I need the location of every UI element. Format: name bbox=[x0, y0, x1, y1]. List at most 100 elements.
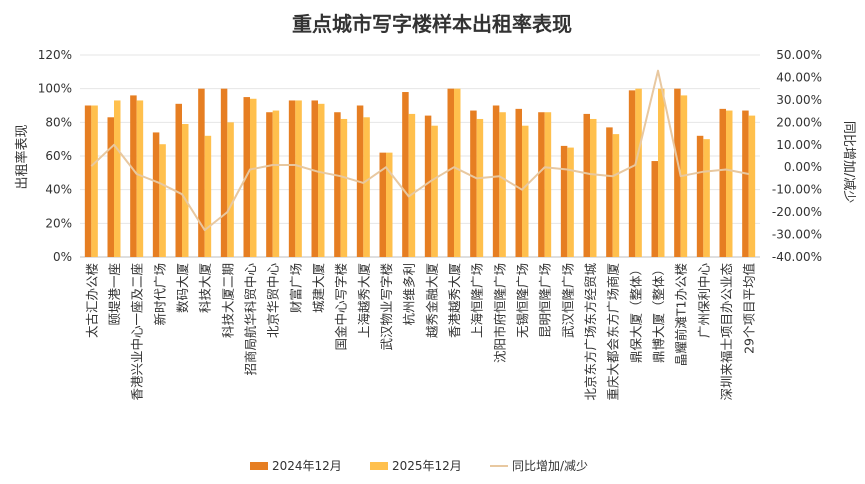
category-label: 深圳来福士项目办公业态 bbox=[719, 263, 734, 401]
bar-2025 bbox=[499, 112, 506, 257]
y-tick-label: 80% bbox=[45, 115, 72, 129]
bar-2024 bbox=[334, 112, 341, 257]
bar-2025 bbox=[318, 103, 325, 257]
bar-2024 bbox=[107, 117, 114, 258]
category-label: 杭州维多利 bbox=[402, 263, 417, 326]
bar-2024 bbox=[402, 92, 409, 258]
y2-tick-label: 40.00% bbox=[776, 70, 822, 84]
legend-swatch-2024 bbox=[250, 462, 268, 470]
y2-tick-label: 20.00% bbox=[776, 115, 822, 129]
category-label: 鼎保大厦（整体） bbox=[628, 263, 643, 363]
bar-2025 bbox=[91, 105, 98, 257]
y-tick-label: 40% bbox=[45, 183, 72, 197]
bar-2024 bbox=[742, 110, 749, 257]
bar-2025 bbox=[726, 110, 733, 257]
bar-2024 bbox=[560, 145, 568, 257]
y2-axis-title: 同比增加/减少 bbox=[841, 121, 856, 203]
y-tick-label: 120% bbox=[38, 48, 72, 62]
category-label: 香港兴业中心一座及二座 bbox=[130, 263, 145, 401]
legend-label-2025: 2025年12月 bbox=[392, 459, 462, 473]
category-label: 国金中心写字楼 bbox=[334, 263, 349, 351]
bars bbox=[84, 88, 756, 258]
y2-axis-ticks: -40.00% -30.00% -20.00% -10.00% 0.00% 10.00% 2… bbox=[772, 48, 822, 264]
yoy-line bbox=[90, 69, 749, 232]
bar-2024 bbox=[470, 110, 477, 257]
category-label: 太古汇办公楼 bbox=[84, 263, 99, 338]
bar-2024 bbox=[84, 105, 92, 257]
bar-2025 bbox=[635, 88, 642, 258]
chart-title: 重点城市写字楼样本出租率表现 bbox=[292, 12, 572, 36]
bar-2024 bbox=[266, 112, 273, 257]
category-label: 香港越秀大厦 bbox=[447, 263, 462, 338]
legend-label-2024: 2024年12月 bbox=[272, 459, 342, 473]
y-tick-label: 60% bbox=[45, 149, 72, 163]
bar-2025 bbox=[250, 98, 257, 258]
bar-2025 bbox=[340, 118, 348, 257]
category-label: 武汉恒隆广场 bbox=[560, 263, 575, 338]
bar-2025 bbox=[476, 118, 484, 257]
category-label: 北京华贸中心 bbox=[266, 263, 281, 339]
category-label: 武汉物业写字楼 bbox=[379, 263, 394, 351]
bar-2024 bbox=[515, 108, 522, 257]
bar-2025 bbox=[567, 147, 574, 257]
category-label: 重庆大都会东方广场商厦 bbox=[606, 263, 621, 401]
bar-2025 bbox=[454, 88, 461, 258]
bar-2025 bbox=[386, 152, 393, 257]
bar-2024 bbox=[424, 115, 432, 257]
bar-2025 bbox=[204, 135, 212, 257]
category-label: 城建大厦 bbox=[311, 263, 326, 313]
category-label: 招商局航华科贸中心 bbox=[243, 263, 258, 376]
y-axis-title: 出租率表现 bbox=[14, 124, 30, 189]
y2-tick-label: 30.00% bbox=[776, 93, 822, 107]
bar-2024 bbox=[583, 113, 590, 258]
bar-2025 bbox=[658, 88, 665, 258]
bar-2024 bbox=[538, 112, 545, 257]
bar-2025 bbox=[522, 125, 529, 257]
category-label: 鼎博大厦（整体） bbox=[651, 263, 666, 363]
bar-2025 bbox=[114, 100, 121, 257]
category-label: 颐堤港一座 bbox=[107, 263, 122, 326]
bar-2024 bbox=[651, 161, 658, 257]
bar-2025 bbox=[159, 144, 166, 257]
category-label: 29个项目平均值 bbox=[742, 263, 757, 354]
y-tick-label: 0% bbox=[53, 250, 72, 264]
legend: 2024年12月 2025年12月 同比增加/减少 bbox=[250, 459, 588, 473]
y2-tick-label: -40.00% bbox=[772, 250, 822, 264]
bar-2024 bbox=[152, 132, 160, 257]
bar-2024 bbox=[220, 88, 228, 258]
category-label: 广州保利中心 bbox=[696, 263, 711, 339]
y-axis-ticks: 0% 20% 40% 60% 80% 100% 120% bbox=[38, 48, 72, 264]
y2-tick-label: 50.00% bbox=[776, 48, 822, 62]
bar-2025 bbox=[703, 139, 710, 257]
y2-tick-label: -10.00% bbox=[772, 183, 822, 197]
bar-2025 bbox=[748, 115, 756, 257]
category-label: 科技大厦二期 bbox=[220, 263, 235, 338]
bar-2025 bbox=[590, 118, 597, 257]
category-label: 沈阳市府恒隆广场 bbox=[492, 263, 507, 363]
bar-2025 bbox=[363, 117, 370, 258]
bar-2025 bbox=[272, 110, 280, 257]
bar-2025 bbox=[227, 122, 234, 257]
bar-2024 bbox=[492, 105, 500, 257]
bar-2024 bbox=[447, 88, 454, 258]
legend-swatch-2025 bbox=[370, 462, 388, 470]
y2-tick-label: -20.00% bbox=[772, 205, 822, 219]
category-label: 新时代广场 bbox=[152, 263, 167, 326]
category-label: 北京东方广场东方经贸城 bbox=[583, 263, 598, 401]
category-label: 昆明恒隆广场 bbox=[538, 263, 553, 338]
category-label: 数码大厦 bbox=[175, 263, 190, 313]
bar-2024 bbox=[379, 152, 386, 257]
y2-tick-label: 10.00% bbox=[776, 138, 822, 152]
bar-2025 bbox=[182, 124, 189, 258]
bar-2025 bbox=[295, 100, 302, 257]
bar-2024 bbox=[606, 127, 613, 257]
yoy-line-path bbox=[90, 69, 749, 232]
bar-2025 bbox=[544, 112, 552, 257]
category-label: 无锡恒隆广场 bbox=[515, 263, 530, 338]
bar-2025 bbox=[136, 100, 144, 257]
bar-2024 bbox=[311, 100, 318, 257]
y-tick-label: 100% bbox=[38, 82, 72, 96]
category-label: 越秀金融大厦 bbox=[424, 263, 439, 338]
bar-2024 bbox=[175, 103, 182, 257]
